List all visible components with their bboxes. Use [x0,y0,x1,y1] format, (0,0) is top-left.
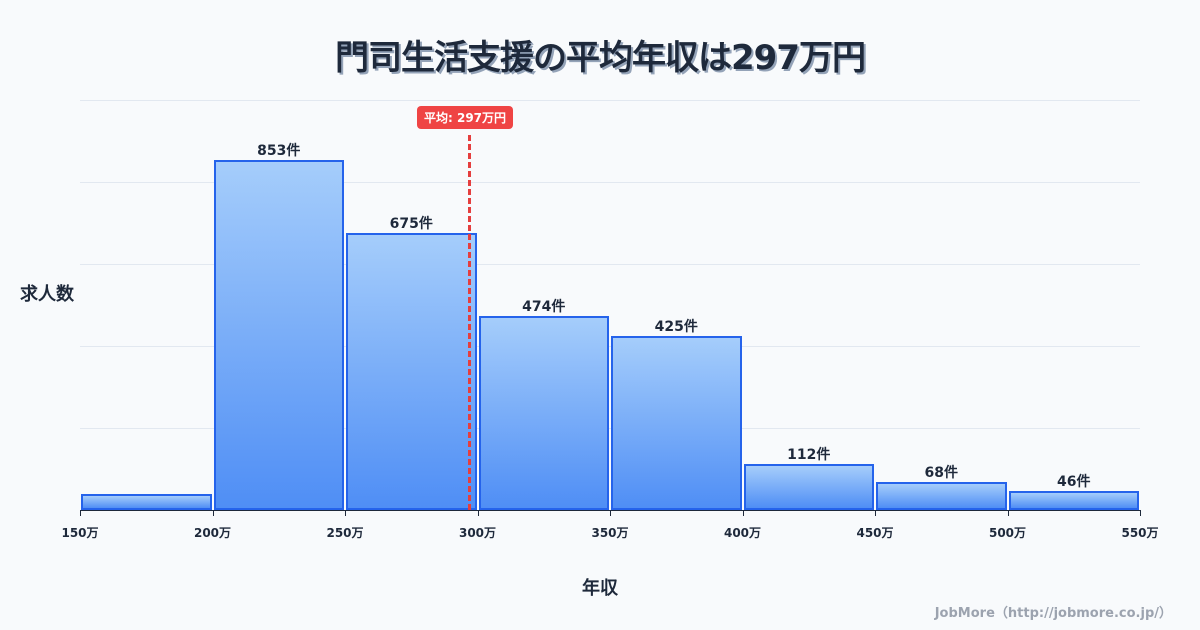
x-tick-label: 400万 [723,526,762,540]
gridline [80,264,1140,265]
gridline [80,182,1140,183]
x-tick-label: 150万 [61,526,99,540]
gridline [80,428,1140,429]
bar-value-label: 68件 [924,465,958,482]
bar-value-label: 474件 [522,298,566,315]
x-tick [212,510,214,516]
x-tick-label: 200万 [193,526,232,540]
histogram-bar [1008,491,1139,510]
chart-title: 門司生活支援の平均年収は297万円 [335,38,866,78]
histogram-bar [611,335,742,510]
mean-line [468,135,471,510]
x-tick-label: 450万 [856,526,894,540]
bar-value-label: 425件 [654,318,698,335]
x-tick [742,510,744,516]
plot-area: 853件 675件 474件 425件 112件 68件 46件 [80,100,1140,510]
x-tick [477,510,479,516]
histogram-bar [213,160,344,510]
x-tick [1007,510,1009,516]
histogram-bar [478,315,609,510]
bar-value-label: 853件 [257,143,301,160]
x-tick-label: 250万 [326,526,364,540]
histogram-bar [81,494,212,510]
histogram-bar [876,482,1007,510]
gridline [80,346,1140,347]
credit-text: JobMore（http://jobmore.co.jp/） [934,606,1172,621]
x-tick-label: 350万 [591,526,629,540]
histogram-bar [743,464,874,510]
gridline [80,100,1140,101]
x-tick-label: 500万 [988,526,1027,540]
x-tick [80,510,81,516]
x-axis-label: 年収 [582,578,618,599]
x-tick [610,510,611,516]
bar-value-label: 46件 [1057,474,1091,491]
x-tick-label: 550万 [1121,526,1159,540]
x-tick [875,510,876,516]
y-axis-label: 求人数 [20,284,74,305]
x-tick [345,510,346,516]
mean-badge: 平均: 297万円 [417,106,514,129]
bar-value-label: 675件 [389,216,433,233]
bar-value-label: 112件 [787,447,831,464]
x-tick [1140,510,1141,516]
x-tick-label: 300万 [458,526,497,540]
histogram-bar [346,233,477,510]
